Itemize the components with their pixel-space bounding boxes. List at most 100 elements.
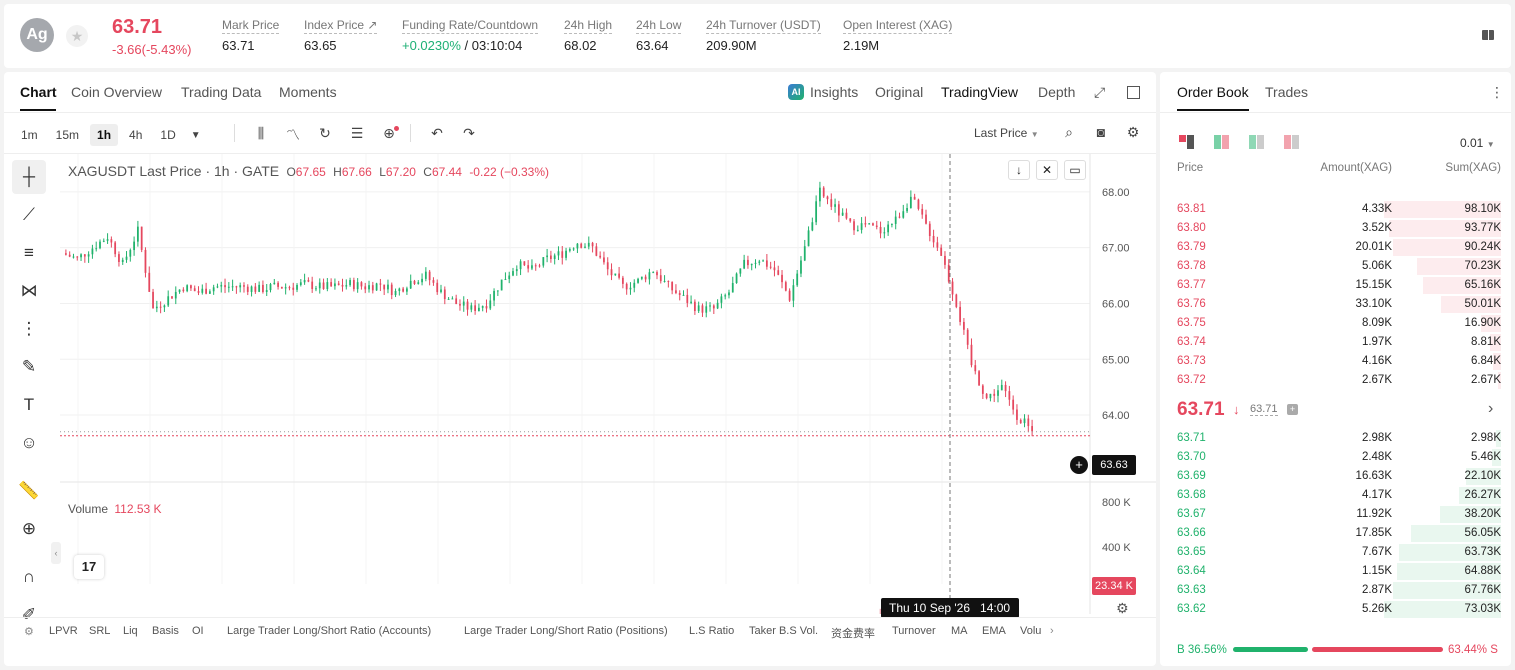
ask-row[interactable]: 63.73 4.16K 6.84K bbox=[1160, 352, 1511, 371]
crosshair-icon[interactable]: ┼ bbox=[12, 160, 46, 194]
undo-icon[interactable]: ↶ bbox=[431, 125, 443, 141]
ask-row[interactable]: 63.76 33.10K 50.01K bbox=[1160, 295, 1511, 314]
camera-icon[interactable]: ◙ bbox=[1096, 124, 1106, 140]
bid-row[interactable]: 63.66 17.85K 56.05K bbox=[1160, 524, 1511, 543]
chevron-down-icon[interactable]: ▼ bbox=[190, 129, 201, 141]
pattern-icon[interactable]: ⋈ bbox=[20, 281, 38, 300]
indicator-ls-ratio[interactable]: L.S Ratio bbox=[689, 625, 735, 637]
view-tradingview[interactable]: TradingView bbox=[941, 84, 1019, 100]
view-both-icon[interactable] bbox=[1179, 135, 1194, 149]
bid-row[interactable]: 63.64 1.15K 64.88K bbox=[1160, 562, 1511, 581]
emoji-icon[interactable]: ☺ bbox=[20, 433, 38, 452]
zoom-in-icon[interactable]: ⊕ bbox=[21, 519, 37, 538]
ask-row[interactable]: 63.81 4.33K 98.10K bbox=[1160, 200, 1511, 219]
candle-body bbox=[193, 288, 196, 292]
tab-trades[interactable]: Trades bbox=[1265, 84, 1309, 100]
add-order-icon[interactable]: + bbox=[1070, 456, 1088, 474]
stat-index-price[interactable]: Index Price ↗ 63.65 bbox=[304, 18, 378, 53]
indicator-volume[interactable]: Volu bbox=[1020, 625, 1042, 637]
indicator-large-trader-accounts[interactable]: Large Trader Long/Short Ratio (Accounts) bbox=[227, 625, 432, 637]
depth-bar bbox=[1459, 487, 1501, 504]
ruler-icon[interactable]: 📏 bbox=[18, 481, 40, 500]
ask-row[interactable]: 63.78 5.06K 70.23K bbox=[1160, 257, 1511, 276]
tf-4h[interactable]: 4h bbox=[129, 128, 143, 142]
indicator-lpvr[interactable]: LPVR bbox=[49, 625, 78, 637]
candle-body bbox=[1027, 418, 1030, 427]
expand-icon[interactable]: ⤢ bbox=[1094, 84, 1106, 100]
horizontal-lines-icon[interactable]: ≡ bbox=[24, 243, 34, 262]
ask-row[interactable]: 63.80 3.52K 93.77K bbox=[1160, 219, 1511, 238]
tab-coin-overview[interactable]: Coin Overview bbox=[71, 84, 163, 100]
tf-1d[interactable]: 1D bbox=[160, 128, 176, 142]
add-alert-icon[interactable]: ⊕ bbox=[383, 125, 395, 141]
view-original[interactable]: Original bbox=[875, 84, 924, 100]
bid-row[interactable]: 63.71 2.98K 2.98K bbox=[1160, 429, 1511, 448]
redo-icon[interactable]: ↷ bbox=[463, 125, 475, 141]
view-asks-icon[interactable] bbox=[1284, 135, 1299, 149]
view-insights[interactable]: Insights bbox=[810, 84, 859, 100]
chart-settings-icon[interactable]: ⚙ bbox=[1116, 600, 1129, 616]
search-icon[interactable]: ⌕ bbox=[1065, 124, 1073, 140]
view-depth[interactable]: Depth bbox=[1038, 84, 1076, 100]
indicator-srl[interactable]: SRL bbox=[89, 625, 111, 637]
indicator-taker-vol[interactable]: Taker B.S Vol. bbox=[749, 625, 819, 637]
pencil-icon[interactable]: ✐ bbox=[21, 605, 37, 624]
tab-chart[interactable]: Chart bbox=[20, 84, 57, 100]
tab-moments[interactable]: Moments bbox=[279, 84, 337, 100]
replay-icon[interactable]: ↻ bbox=[319, 125, 331, 141]
ask-row[interactable]: 63.74 1.97K 8.81K bbox=[1160, 333, 1511, 352]
indicator-basis[interactable]: Basis bbox=[152, 625, 179, 637]
ask-row[interactable]: 63.79 20.01K 90.24K bbox=[1160, 238, 1511, 257]
templates-icon[interactable]: ☰ bbox=[350, 125, 364, 141]
bid-row[interactable]: 63.62 5.26K 73.03K bbox=[1160, 600, 1511, 619]
book-icon[interactable] bbox=[1481, 28, 1495, 42]
ask-row[interactable]: 63.77 15.15K 65.16K bbox=[1160, 276, 1511, 295]
text-icon[interactable]: T bbox=[23, 395, 35, 414]
arrow-down-icon[interactable]: ↓ bbox=[1008, 160, 1030, 180]
collapse-pane-icon[interactable]: ✕ bbox=[1036, 160, 1058, 180]
chevron-right-icon[interactable]: › bbox=[1050, 625, 1054, 637]
indicator-liq[interactable]: Liq bbox=[123, 625, 138, 637]
bid-row[interactable]: 63.70 2.48K 5.46K bbox=[1160, 448, 1511, 467]
indicator-turnover[interactable]: Turnover bbox=[892, 625, 936, 637]
view-both-alt-icon[interactable] bbox=[1214, 135, 1229, 149]
indicator-funding-rate[interactable]: 资金费率 bbox=[831, 628, 875, 640]
price-type-select[interactable]: Last Price ▼ bbox=[974, 126, 1039, 140]
candle-body bbox=[455, 298, 458, 305]
indicator-settings-icon[interactable]: ⚙ bbox=[24, 626, 34, 638]
bid-row[interactable]: 63.63 2.87K 67.76K bbox=[1160, 581, 1511, 600]
ask-row[interactable]: 63.72 2.67K 2.67K bbox=[1160, 371, 1511, 390]
indicator-large-trader-positions[interactable]: Large Trader Long/Short Ratio (Positions… bbox=[464, 625, 668, 637]
magnet-icon[interactable]: ∩ bbox=[22, 567, 36, 586]
maximize-pane-icon[interactable]: ▭ bbox=[1064, 160, 1086, 180]
brush-icon[interactable]: ✎ bbox=[21, 357, 37, 376]
indicator-ema[interactable]: EMA bbox=[982, 625, 1006, 637]
bid-row[interactable]: 63.69 16.63K 22.10K bbox=[1160, 467, 1511, 486]
ask-row[interactable]: 63.75 8.09K 16.90K bbox=[1160, 314, 1511, 333]
fullscreen-icon[interactable] bbox=[1127, 86, 1140, 99]
view-bids-icon[interactable] bbox=[1249, 135, 1264, 149]
tab-trading-data[interactable]: Trading Data bbox=[181, 84, 262, 100]
tf-15m[interactable]: 15m bbox=[55, 128, 80, 142]
chevron-right-icon[interactable]: › bbox=[1488, 400, 1494, 417]
indicator-oi[interactable]: OI bbox=[192, 625, 204, 637]
more-icon[interactable]: ⋮ bbox=[1490, 84, 1504, 100]
indicators-icon[interactable]: 〽 bbox=[286, 127, 300, 143]
bid-row[interactable]: 63.68 4.17K 26.27K bbox=[1160, 486, 1511, 505]
tab-order-book[interactable]: Order Book bbox=[1177, 84, 1249, 100]
candle-body bbox=[246, 286, 249, 292]
favorite-star-icon[interactable]: ★ bbox=[66, 25, 88, 47]
bid-row[interactable]: 63.67 11.92K 38.20K bbox=[1160, 505, 1511, 524]
gear-icon[interactable]: ⚙ bbox=[1126, 124, 1140, 140]
depth-bar bbox=[1417, 258, 1501, 275]
tf-1h[interactable]: 1h bbox=[90, 124, 119, 146]
price-chart[interactable]: 68.0067.0066.0065.0064.0012:00512:00612:… bbox=[60, 154, 1156, 614]
trendline-icon[interactable]: ⟋ bbox=[23, 205, 35, 224]
precision-select[interactable]: 0.01 ▼ bbox=[1460, 136, 1495, 150]
tf-1m[interactable]: 1m bbox=[21, 128, 38, 142]
indicator-ma[interactable]: MA bbox=[951, 625, 968, 637]
candle-type-icon[interactable]: ⫼ bbox=[257, 125, 265, 141]
fib-icon[interactable]: ⋮ bbox=[20, 319, 38, 338]
bid-row[interactable]: 63.65 7.67K 63.73K bbox=[1160, 543, 1511, 562]
collapse-toolbar-icon[interactable]: ‹ bbox=[51, 542, 61, 564]
